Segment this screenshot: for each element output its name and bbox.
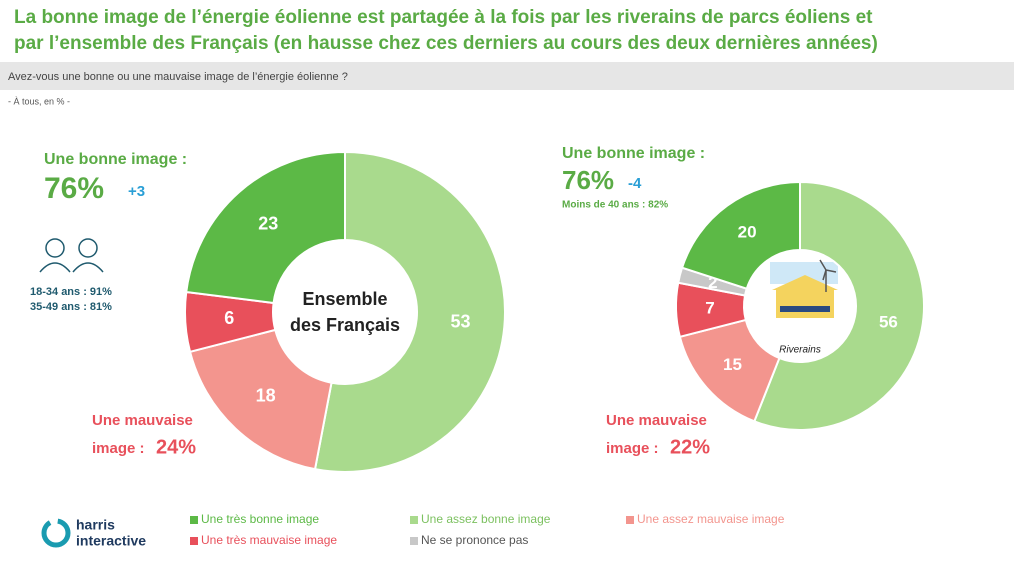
good-value: 76% xyxy=(44,172,104,205)
logo: harris interactive xyxy=(41,517,146,549)
bad-value: 22% xyxy=(670,436,710,458)
data-label: 6 xyxy=(224,308,234,328)
center-label: Ensemble xyxy=(302,289,387,309)
data-label: 53 xyxy=(450,312,470,332)
donut-slice xyxy=(680,180,801,290)
detail-note: Moins de 40 ans : 82% xyxy=(562,200,668,211)
legend-swatch xyxy=(626,516,634,524)
base-note: - À tous, en % - xyxy=(8,96,70,106)
data-label: 15 xyxy=(723,355,742,374)
data-label: 20 xyxy=(738,223,757,242)
bad-label: image : xyxy=(606,440,659,457)
legend-label: Une assez bonne image xyxy=(421,512,551,526)
data-label: 23 xyxy=(258,214,278,234)
logo-text: interactive xyxy=(76,533,146,549)
people-icon xyxy=(39,238,104,273)
title-line: par l’ensemble des Français (en hausse c… xyxy=(14,33,878,54)
donut-slice xyxy=(753,180,925,431)
question-bar xyxy=(0,62,1014,90)
good-value: 76% xyxy=(562,165,614,195)
legend-label: Une très bonne image xyxy=(201,512,319,526)
data-label: 56 xyxy=(879,312,898,331)
donut-slice xyxy=(185,150,346,305)
legend-label: Ne se prononce pas xyxy=(421,533,528,547)
donut-slice xyxy=(188,328,333,471)
good-change: +3 xyxy=(128,183,145,200)
donut-slice xyxy=(313,150,506,473)
legend-label: Une assez mauvaise image xyxy=(637,512,785,526)
legend-swatch xyxy=(410,537,418,545)
legend-label: Une très mauvaise image xyxy=(201,533,337,547)
center-label: Riverains xyxy=(779,345,821,356)
detail-note: 18-34 ans : 91% xyxy=(30,286,112,298)
logo-text: harris xyxy=(76,517,115,533)
bad-value: 24% xyxy=(156,436,196,458)
good-change: -4 xyxy=(628,175,642,192)
data-label: 7 xyxy=(705,298,714,317)
wind-farm-icon xyxy=(762,252,850,340)
title-line: La bonne image de l’énergie éolienne est… xyxy=(14,7,873,28)
detail-note: 35-49 ans : 81% xyxy=(30,301,112,313)
good-label: Une bonne image : xyxy=(44,151,187,168)
bad-label: Une mauvaise xyxy=(92,412,193,429)
legend-swatch xyxy=(190,516,198,524)
legend-swatch xyxy=(190,537,198,545)
bad-label: Une mauvaise xyxy=(606,412,707,429)
question: Avez-vous une bonne ou une mauvaise imag… xyxy=(8,71,348,83)
bad-label: image : xyxy=(92,440,145,457)
data-label: 18 xyxy=(256,385,276,405)
data-label: 2 xyxy=(708,273,717,292)
good-label: Une bonne image : xyxy=(562,145,705,162)
legend-swatch xyxy=(410,516,418,524)
center-label: des Français xyxy=(290,315,400,335)
